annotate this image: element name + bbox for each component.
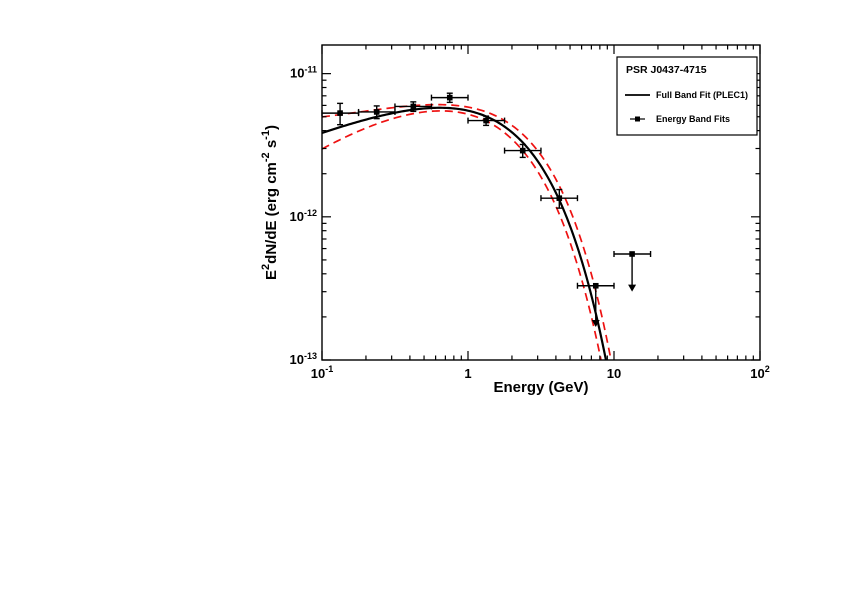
full-band-fit-line [322,106,608,360]
marker-square [410,103,417,110]
data-point [321,102,360,126]
fit-curves [322,103,612,360]
legend-title: PSR J0437-4715 [626,64,707,76]
down-arrow-icon [591,320,600,328]
x-axis-title: Energy (GeV) [493,379,588,396]
x-tick-label: 102 [750,364,769,381]
down-arrow-icon [628,284,637,292]
y-tick-label: 10-11 [290,65,317,81]
data-point [430,92,469,104]
legend: PSR J0437-4715 Full Band Fit (PLEC1) Energ… [616,56,758,136]
legend-box [616,56,758,136]
marker-square [592,282,599,289]
plot-frame [321,44,761,361]
marker-square [483,117,489,124]
data-point [540,188,579,209]
marker-square [519,147,526,154]
uncertainty-band-upper [322,103,612,360]
upper-limit-point [613,250,652,292]
x-tick-label: 10 [607,366,621,381]
data-point [467,115,506,127]
legend-entry-fit: Full Band Fit (PLEC1) [656,90,748,100]
x-tick-label: 10-1 [311,364,333,381]
y-tick-label: 10-12 [290,208,317,224]
legend-entry-points: Energy Band Fits [656,114,730,124]
marker-square [337,110,343,116]
data-point [394,101,433,113]
marker-square [373,109,380,115]
data-point [503,143,542,159]
y-axis-title: E2dN/dE (erg cm-2 s-1) [260,125,280,280]
data-point [357,105,396,120]
marker-square [446,94,453,101]
marker-square [629,251,635,257]
upper-limit-point [576,282,615,328]
data-points [321,92,652,328]
x-tick-label: 1 [464,366,471,381]
legend-marker-sample [635,116,640,122]
marker-square [556,195,563,201]
y-tick-label: 10-13 [290,351,317,367]
uncertainty-band-lower [322,110,602,360]
